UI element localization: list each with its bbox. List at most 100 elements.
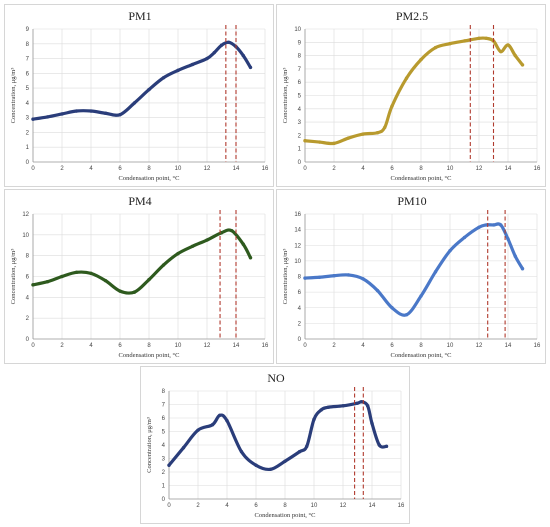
data-point xyxy=(365,404,370,408)
data-point xyxy=(181,446,186,450)
data-point xyxy=(312,417,316,422)
data-point xyxy=(317,140,322,144)
data-point xyxy=(448,41,452,46)
data-point xyxy=(176,68,180,73)
data-point xyxy=(45,280,50,284)
data-point xyxy=(303,276,307,280)
x-tick-label: 10 xyxy=(311,503,318,509)
data-point xyxy=(219,231,224,235)
x-tick-label: 6 xyxy=(254,503,258,509)
x-tick-label: 8 xyxy=(419,166,423,172)
x-tick-label: 10 xyxy=(175,166,182,172)
data-point xyxy=(74,109,79,113)
data-point xyxy=(361,277,365,281)
data-point xyxy=(520,266,525,271)
chart-title: NO xyxy=(267,371,285,385)
data-point xyxy=(341,404,345,408)
series-line-pm25 xyxy=(303,36,525,146)
series-line-no xyxy=(167,400,389,472)
data-point xyxy=(317,275,322,279)
chart-panel-pm4: PM4 0 2 4 6 8 10 12 14 16 0 2 4 6 8 10 12 Condensation po… xyxy=(4,189,274,364)
data-point xyxy=(132,290,137,294)
chart-title: PM1 xyxy=(128,9,151,23)
y-tick-label: 16 xyxy=(294,212,301,218)
data-point xyxy=(103,278,108,283)
data-point xyxy=(89,109,93,113)
y-tick-label: 0 xyxy=(298,160,302,166)
y-tick-label: 8 xyxy=(162,389,166,395)
data-point xyxy=(60,274,64,279)
data-point xyxy=(254,463,258,467)
x-tick-label: 0 xyxy=(31,166,35,172)
data-point xyxy=(45,115,50,119)
data-point xyxy=(462,235,467,240)
x-tick-label: 12 xyxy=(476,343,483,349)
data-point xyxy=(499,223,503,227)
data-point xyxy=(239,450,244,454)
y-tick-label: 6 xyxy=(26,275,30,281)
data-point xyxy=(390,104,394,108)
data-point xyxy=(404,313,409,317)
data-point xyxy=(513,53,517,58)
data-point xyxy=(118,113,122,117)
y-tick-label: 0 xyxy=(26,160,30,166)
y-tick-label: 12 xyxy=(294,243,301,249)
y-tick-label: 3 xyxy=(298,120,302,126)
data-point xyxy=(346,273,351,277)
data-point xyxy=(355,401,360,405)
x-tick-label: 14 xyxy=(233,343,240,349)
series-line-pm4 xyxy=(31,228,253,295)
chart-pm10: PM10 0 2 4 6 8 10 12 14 16 0 2 4 6 8 10 12 14 16 Condensati… xyxy=(282,194,541,359)
x-tick-label: 4 xyxy=(89,343,93,349)
y-tick-label: 6 xyxy=(162,416,166,422)
y-tick-label: 2 xyxy=(298,133,302,139)
x-tick-label: 6 xyxy=(118,343,122,349)
data-point xyxy=(520,63,525,67)
data-point xyxy=(205,238,209,242)
data-point xyxy=(118,289,122,293)
chart-title: PM10 xyxy=(397,194,426,208)
x-axis-label: Condensation point, °C xyxy=(119,352,180,359)
y-tick-label: 5 xyxy=(298,94,302,100)
y-tick-label: 2 xyxy=(298,321,302,327)
x-tick-label: 14 xyxy=(233,166,240,172)
x-tick-label: 2 xyxy=(60,343,64,349)
data-point xyxy=(477,225,481,229)
chart-title: PM4 xyxy=(128,194,151,208)
x-tick-label: 12 xyxy=(340,503,347,509)
x-tick-label: 4 xyxy=(225,503,229,509)
data-point xyxy=(241,53,245,58)
y-tick-label: 9 xyxy=(298,40,302,46)
y-tick-label: 10 xyxy=(294,27,301,33)
chart-panel-pm10: PM10 0 2 4 6 8 10 12 14 16 0 2 4 6 8 10 12 14 16 Condensati… xyxy=(276,189,546,364)
chart-panel-pm25: PM2.5 0 2 4 6 8 10 12 14 16 0 1 2 3 4 5 6 7 8 9 10 Condensati… xyxy=(276,4,546,187)
y-tick-label: 5 xyxy=(26,86,30,92)
y-tick-label: 8 xyxy=(298,275,302,281)
x-tick-label: 4 xyxy=(89,166,93,172)
data-point xyxy=(448,249,452,253)
data-point xyxy=(218,413,222,417)
data-point xyxy=(210,423,215,427)
data-point xyxy=(303,139,307,143)
chart-panel-no: NO 0 2 4 6 8 10 12 14 16 0 1 2 3 4 5 6 7 8 Condensation poi… xyxy=(140,366,410,524)
data-point xyxy=(227,40,231,44)
x-tick-label: 14 xyxy=(505,166,512,172)
data-point xyxy=(268,467,273,471)
y-tick-label: 6 xyxy=(26,71,30,77)
data-point xyxy=(491,223,496,227)
data-point xyxy=(248,256,253,260)
data-point xyxy=(360,400,364,404)
y-tick-label: 4 xyxy=(26,295,30,301)
x-tick-label: 12 xyxy=(476,166,483,172)
x-tick-label: 4 xyxy=(361,166,365,172)
x-tick-label: 16 xyxy=(534,343,541,349)
data-point xyxy=(361,132,365,136)
x-tick-label: 4 xyxy=(361,343,365,349)
y-axis-label: Concentration, μg/m³ xyxy=(10,68,17,124)
y-axis-label: Concentration, μg/m³ xyxy=(282,249,289,305)
y-tick-label: 7 xyxy=(298,67,302,73)
data-point xyxy=(161,76,166,80)
data-point xyxy=(419,57,423,62)
